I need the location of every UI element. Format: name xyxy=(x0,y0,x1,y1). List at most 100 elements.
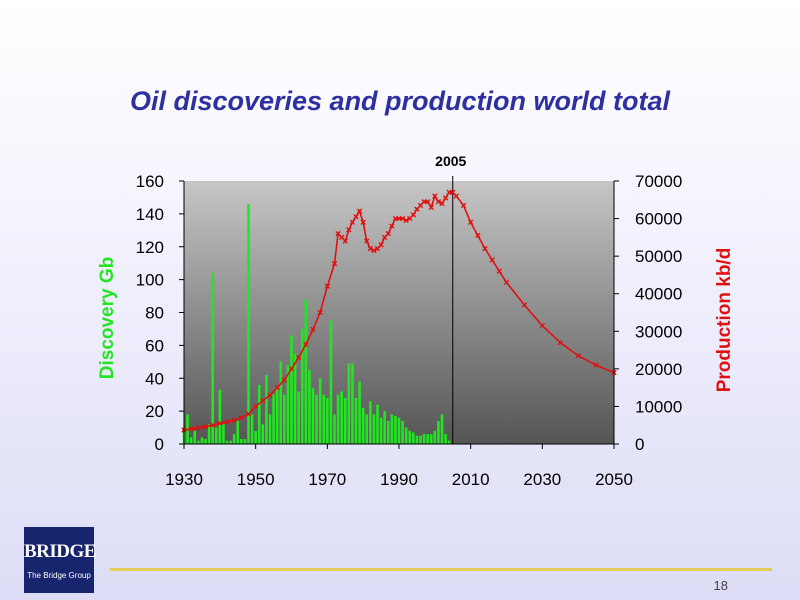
production-point xyxy=(217,420,223,427)
left-tick-label: 100 xyxy=(136,271,164,290)
production-point xyxy=(489,257,495,263)
production-point xyxy=(403,217,409,224)
discovery-bar xyxy=(229,440,232,444)
left-tick-label: 80 xyxy=(145,304,164,323)
right-tick-label: 0 xyxy=(635,435,644,454)
discovery-bar xyxy=(422,434,426,444)
left-axis-label: Discovery Gb xyxy=(97,257,118,380)
production-point xyxy=(356,208,363,214)
discovery-bar xyxy=(376,404,379,444)
discovery-bar xyxy=(351,363,354,444)
production-point xyxy=(428,204,434,210)
discovery-bar xyxy=(304,299,308,444)
discovery-bar xyxy=(247,204,250,444)
discovery-bar xyxy=(408,430,412,444)
discovery-bar xyxy=(383,411,386,445)
production-point xyxy=(267,392,273,398)
discovery-bar xyxy=(275,386,279,444)
discovery-bar xyxy=(290,335,293,444)
page-number: 18 xyxy=(713,578,728,593)
production-point xyxy=(288,366,295,372)
discovery-bar xyxy=(318,378,322,444)
production-point xyxy=(360,219,366,226)
production-point xyxy=(385,230,391,237)
discovery-bar xyxy=(322,394,326,444)
production-point xyxy=(349,219,356,226)
right-tick-label: 30000 xyxy=(635,322,682,341)
production-point xyxy=(346,227,352,233)
discovery-bar xyxy=(204,439,207,444)
discovery-bar xyxy=(444,434,447,444)
discovery-bar xyxy=(214,427,218,444)
production-point xyxy=(195,425,202,431)
production-point xyxy=(414,206,420,212)
left-tick-label: 160 xyxy=(136,172,164,191)
discovery-bar xyxy=(293,353,297,444)
production-point xyxy=(432,193,438,199)
discovery-bar xyxy=(347,363,351,444)
production-point xyxy=(467,219,474,226)
production-point xyxy=(252,403,259,410)
discovery-bar xyxy=(372,414,376,444)
production-point xyxy=(281,377,288,383)
production-point xyxy=(310,326,316,333)
production-point xyxy=(521,302,528,308)
discovery-bar xyxy=(354,397,358,444)
production-point xyxy=(364,238,370,244)
discovery-bar xyxy=(243,439,247,444)
production-point xyxy=(378,242,384,248)
production-point xyxy=(450,189,456,195)
discovery-bar xyxy=(415,435,419,444)
right-tick-label: 70000 xyxy=(635,172,682,191)
discovery-bar xyxy=(433,430,437,444)
production-point xyxy=(442,195,449,201)
production-point xyxy=(331,260,338,267)
logo-subtext: The Bridge Group xyxy=(27,571,91,580)
discovery-bar xyxy=(218,389,222,444)
x-tick-label: 2010 xyxy=(452,470,490,489)
production-point xyxy=(371,247,377,254)
discovery-bar xyxy=(343,397,347,444)
discovery-bar xyxy=(257,384,261,444)
discovery-bar xyxy=(365,414,369,444)
discovery-bar xyxy=(272,394,275,444)
plot-area xyxy=(184,181,614,444)
production-point xyxy=(475,232,481,239)
production-point xyxy=(324,283,331,289)
discovery-bar xyxy=(250,414,254,444)
production-point xyxy=(575,353,581,359)
production-line xyxy=(181,189,617,433)
discovery-bar xyxy=(412,432,415,444)
x-tick-label: 2030 xyxy=(523,470,561,489)
discovery-bar xyxy=(426,434,429,444)
discovery-bar xyxy=(326,397,329,444)
production-point xyxy=(496,268,503,274)
production-point xyxy=(209,422,216,428)
production-point xyxy=(424,198,431,205)
discovery-bar xyxy=(386,420,390,444)
x-tick-label: 1970 xyxy=(308,470,346,489)
left-tick-label: 20 xyxy=(145,402,164,421)
axes: 0 20 40 60 80 100 120 140 160 0 10000 20000 30000 400… xyxy=(136,172,683,489)
discovery-bar xyxy=(397,417,401,444)
discovery-bar xyxy=(232,434,236,444)
production-point xyxy=(482,245,488,252)
production-point xyxy=(353,213,359,220)
bridge-logo: BRIDGE The Bridge Group xyxy=(24,527,96,593)
discovery-bar xyxy=(315,394,318,444)
discovery-bar xyxy=(279,361,283,444)
right-tick-label: 50000 xyxy=(635,247,682,266)
production-point xyxy=(188,426,194,432)
production-point xyxy=(274,384,280,391)
discovery-bar xyxy=(222,424,225,444)
right-tick-label: 10000 xyxy=(635,397,682,416)
right-tick-label: 40000 xyxy=(635,285,682,304)
discovery-bar xyxy=(404,427,408,444)
production-point xyxy=(224,419,230,425)
production-point xyxy=(374,245,381,252)
discovery-bar xyxy=(369,401,372,444)
discovery-bar xyxy=(308,370,311,444)
x-tick-label: 1950 xyxy=(237,470,275,489)
discovery-bar xyxy=(225,440,229,444)
production-point xyxy=(317,309,323,316)
